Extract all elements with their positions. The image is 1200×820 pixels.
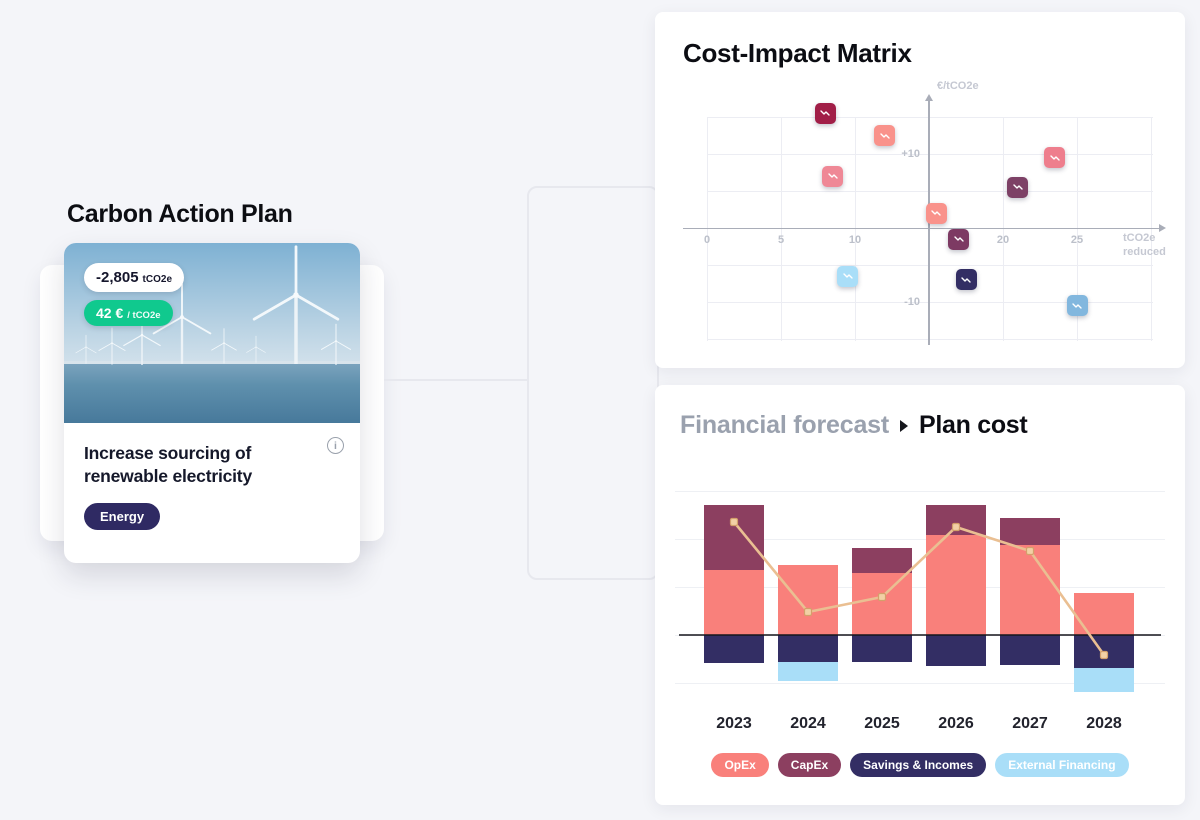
wind-farm-photo: -2,805 tCO2e 42 € / tCO2e bbox=[64, 243, 360, 423]
forecast-title: Plan cost bbox=[918, 411, 1028, 439]
cost-impact-matrix-panel: Cost-Impact Matrix €/tCO2e tCO2e reduced… bbox=[655, 12, 1185, 368]
y-axis-label: €/tCO2e bbox=[937, 80, 979, 92]
bar-segment-opex[interactable] bbox=[1000, 545, 1060, 635]
breadcrumb-caret-icon bbox=[899, 419, 908, 432]
bar-segment-capex[interactable] bbox=[704, 505, 764, 570]
plan-cost-bar-chart bbox=[679, 505, 1161, 692]
matrix-initiative-marker[interactable] bbox=[955, 269, 977, 291]
cost-unit: / tCO2e bbox=[127, 310, 161, 321]
bar-segment-opex[interactable] bbox=[1074, 593, 1134, 635]
bar-segment-opex[interactable] bbox=[778, 565, 838, 635]
matrix-initiative-marker[interactable] bbox=[1044, 147, 1066, 169]
mini-trend-icon bbox=[879, 132, 890, 139]
mini-trend-icon bbox=[931, 210, 942, 216]
x-tick-label: 20 bbox=[996, 234, 1010, 246]
mini-trend-icon bbox=[1072, 302, 1082, 309]
net-cost-marker[interactable] bbox=[877, 592, 887, 602]
matrix-scatter-chart: €/tCO2e tCO2e reduced 0 5 10 20 25 +10 -10 bbox=[655, 80, 1185, 356]
chart-legend: OpEx CapEx Savings & Incomes External Finan… bbox=[655, 753, 1185, 777]
bar-segment-external-financing[interactable] bbox=[778, 662, 838, 681]
page-title: Carbon Action Plan bbox=[67, 200, 293, 228]
bar-segment-savings-incomes[interactable] bbox=[1000, 635, 1060, 665]
x-axis-label-line2: reduced bbox=[1123, 245, 1166, 258]
y-tick-label: +10 bbox=[901, 148, 920, 160]
co2-unit: tCO2e bbox=[142, 274, 172, 285]
mini-trend-icon bbox=[1050, 154, 1060, 161]
net-cost-marker[interactable] bbox=[729, 517, 739, 527]
year-label: 2027 bbox=[1012, 715, 1048, 732]
x-tick-label: 25 bbox=[1070, 234, 1084, 246]
breadcrumb-parent[interactable]: Financial forecast bbox=[680, 411, 889, 439]
bar-segment-savings-incomes[interactable] bbox=[778, 635, 838, 662]
legend-pill-opex[interactable]: OpEx bbox=[711, 753, 769, 777]
info-icon[interactable]: i bbox=[327, 437, 344, 454]
year-label: 2028 bbox=[1086, 715, 1122, 732]
x-axis-label-line1: tCO2e bbox=[1123, 232, 1156, 244]
bar-segment-capex[interactable] bbox=[1000, 518, 1060, 545]
year-label: 2023 bbox=[716, 715, 752, 732]
mini-trend-icon bbox=[961, 277, 971, 283]
financial-forecast-panel: Financial forecast Plan cost 2023 2024 202… bbox=[655, 385, 1185, 805]
mini-trend-icon bbox=[953, 236, 964, 242]
matrix-initiative-marker[interactable] bbox=[814, 102, 836, 124]
x-tick-label: 5 bbox=[777, 234, 785, 246]
mini-trend-icon bbox=[842, 273, 853, 279]
matrix-initiative-marker[interactable] bbox=[948, 228, 970, 250]
forecast-breadcrumb: Financial forecast Plan cost bbox=[680, 411, 1028, 440]
matrix-initiative-marker[interactable] bbox=[925, 202, 947, 224]
year-label: 2025 bbox=[864, 715, 900, 732]
action-card[interactable]: -2,805 tCO2e 42 € / tCO2e Increase sourc… bbox=[64, 243, 360, 563]
bar-segment-opex[interactable] bbox=[926, 535, 986, 635]
action-card-body: Increase sourcing of renewable electrici… bbox=[64, 423, 360, 549]
year-axis: 2023 2024 2025 2026 2027 2028 bbox=[679, 715, 1161, 733]
x-axis-line bbox=[683, 227, 1161, 229]
bar-segment-savings-incomes[interactable] bbox=[852, 635, 912, 662]
legend-pill-capex[interactable]: CapEx bbox=[777, 753, 842, 777]
bar-segment-capex[interactable] bbox=[852, 548, 912, 573]
matrix-initiative-marker[interactable] bbox=[837, 265, 859, 287]
mini-trend-icon bbox=[820, 110, 831, 116]
mini-trend-icon bbox=[828, 173, 838, 179]
y-tick-label: -10 bbox=[904, 296, 920, 308]
legend-pill-external-financing[interactable]: External Financing bbox=[995, 753, 1129, 777]
year-label: 2024 bbox=[790, 715, 826, 732]
legend-pill-savings-incomes[interactable]: Savings & Incomes bbox=[850, 753, 987, 777]
connector-line bbox=[384, 379, 527, 381]
net-cost-marker[interactable] bbox=[951, 522, 961, 532]
x-axis-arrow-icon bbox=[1159, 224, 1166, 232]
cost-value: 42 € bbox=[96, 305, 124, 321]
cost-per-tco2e-badge: 42 € / tCO2e bbox=[84, 300, 173, 326]
matrix-initiative-marker[interactable] bbox=[822, 165, 844, 187]
co2-reduction-badge: -2,805 tCO2e bbox=[84, 263, 184, 292]
mini-trend-icon bbox=[1013, 184, 1023, 190]
action-title: Increase sourcing of renewable electrici… bbox=[84, 443, 252, 486]
bar-segment-savings-incomes[interactable] bbox=[704, 635, 764, 663]
connector-frame bbox=[527, 186, 659, 580]
bar-segment-opex[interactable] bbox=[852, 573, 912, 635]
net-cost-marker[interactable] bbox=[803, 607, 813, 617]
net-cost-marker[interactable] bbox=[1025, 546, 1035, 556]
co2-value: -2,805 bbox=[96, 269, 139, 286]
x-tick-label: 10 bbox=[848, 234, 862, 246]
category-tag[interactable]: Energy bbox=[84, 502, 161, 530]
matrix-initiative-marker[interactable] bbox=[1007, 176, 1029, 198]
bar-segment-opex[interactable] bbox=[704, 570, 764, 635]
x-tick-label: 0 bbox=[703, 234, 711, 246]
year-label: 2026 bbox=[938, 715, 974, 732]
bar-segment-savings-incomes[interactable] bbox=[926, 635, 986, 666]
matrix-initiative-marker[interactable] bbox=[874, 125, 896, 146]
matrix-title: Cost-Impact Matrix bbox=[683, 38, 912, 68]
net-cost-marker[interactable] bbox=[1099, 650, 1109, 660]
action-card-stack: -2,805 tCO2e 42 € / tCO2e Increase sourc… bbox=[40, 243, 384, 563]
matrix-initiative-marker[interactable] bbox=[1066, 295, 1088, 317]
net-cost-line bbox=[732, 521, 1106, 656]
y-axis-arrow-icon bbox=[924, 94, 933, 101]
x-axis-label: tCO2e reduced bbox=[1123, 232, 1166, 260]
bar-segment-external-financing[interactable] bbox=[1074, 668, 1134, 692]
